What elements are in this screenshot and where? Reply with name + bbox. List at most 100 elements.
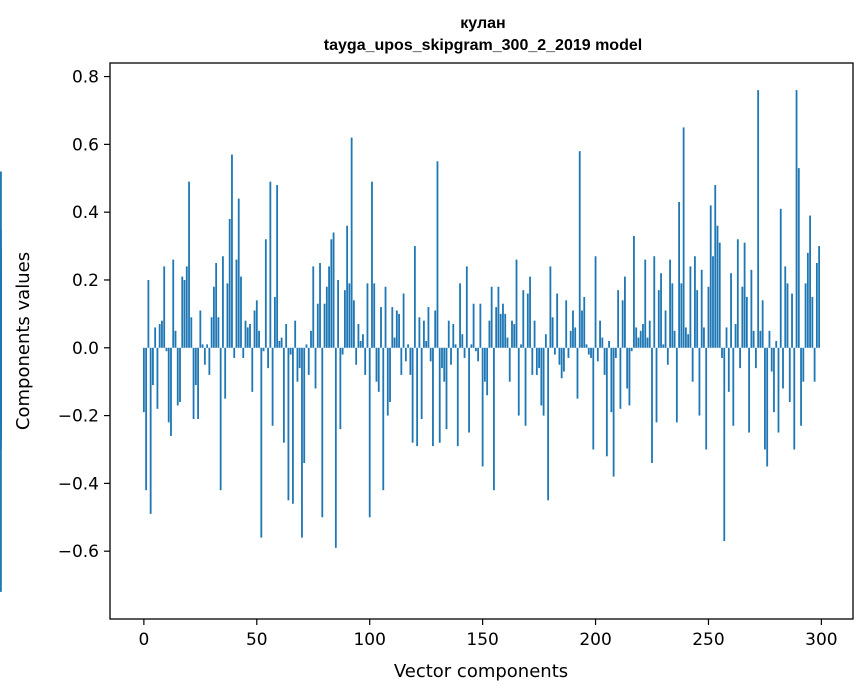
bar-45 [244,320,247,348]
bar-244 [694,256,696,348]
bar-136 [450,347,452,365]
bar-109 [389,347,391,403]
bar-80 [323,303,326,348]
bar-156 [495,307,498,348]
bar-284 [784,266,787,348]
y-tick-label: −0.4 [58,474,99,494]
bar-209 [614,347,617,358]
bar-50 [255,300,258,348]
plot-frame [109,62,854,620]
bar-187 [565,300,568,348]
bar-101 [371,181,373,348]
bar-192 [576,347,579,399]
bar-49 [253,310,256,348]
bar-242 [689,266,692,348]
y-tick-label: 0.6 [72,135,99,155]
bar-111 [393,337,396,348]
bar-270 [752,330,755,348]
bar-undefined [0,324,2,348]
bar-295 [809,215,811,348]
bar-285 [786,283,789,348]
bar-163 [511,320,513,348]
bars-group [0,90,821,592]
bar-246 [698,347,701,416]
bar-265 [741,286,744,348]
bar-181 [551,317,554,348]
y-tick-label: −0.2 [58,407,99,427]
bar-149 [479,303,482,348]
bar-266 [743,242,746,348]
bar-43 [240,276,242,348]
bar-250 [707,286,710,348]
bar-249 [705,347,708,450]
bar-108 [386,347,389,416]
bar-152 [486,347,489,396]
bar-125 [425,341,428,348]
bar-18 [183,279,186,348]
bar-208 [612,347,615,477]
bar-6 [156,347,159,409]
bar-161 [506,337,509,348]
bar-61 [280,337,283,348]
bar-73 [307,347,310,375]
bar-88 [341,347,344,355]
bar-228 [657,290,660,348]
bar-287 [791,293,793,348]
bar-215 [628,347,631,406]
bar-207 [610,347,613,413]
bar-10 [165,347,168,352]
y-axis-ticks: −0.6 −0.4 −0.2 0.0 0.2 0.4 0.6 0.8 [58,68,110,562]
bar-279 [773,347,775,413]
bar-69 [298,347,301,369]
bar-40 [233,347,236,358]
bar-139 [456,347,459,447]
bar-159 [502,303,504,348]
bar-224 [648,320,651,348]
bar-33 [217,317,220,348]
bar-25 [199,310,202,348]
bar-204 [603,347,606,375]
bar-118 [409,347,412,375]
x-tick-label: 150 [466,630,498,650]
bar-176 [540,347,543,406]
bar-286 [788,347,791,403]
bar-95 [357,324,360,348]
bar-27 [203,347,206,365]
bar-31 [212,286,215,348]
bar-126 [427,307,430,348]
bar-177 [542,347,545,416]
bar-201 [596,347,599,362]
bar-273 [759,330,762,348]
bar-68 [296,347,299,382]
bar-210 [617,290,620,348]
bar-8 [161,320,163,348]
bar-133 [443,347,446,382]
bar-217 [633,235,635,348]
bar-298 [815,263,818,348]
bar-135 [447,320,450,348]
bar-261 [732,347,735,426]
bar-144 [468,347,470,433]
chart-subtitle: tayga_upos_skipgram_300_2_2019 model [324,37,642,54]
bar-102 [373,283,376,348]
bar-105 [380,307,382,348]
bar-237 [678,202,681,348]
bar-189 [569,330,572,348]
bar-121 [416,347,419,447]
bar-292 [802,347,805,382]
bar-288 [793,347,796,450]
bar-13 [172,259,175,348]
bar-206 [608,341,610,348]
bar-15 [176,347,179,406]
bar-233 [669,259,671,348]
bar-undefined [0,347,2,592]
bar-30 [210,317,213,348]
bar-124 [423,320,425,348]
y-tick-label: 0.2 [72,271,99,291]
bar-235 [673,330,676,348]
bar-112 [395,310,398,348]
bar-48 [251,347,254,392]
bar-245 [696,290,699,348]
bar-200 [594,256,597,348]
bar-28 [206,344,209,348]
